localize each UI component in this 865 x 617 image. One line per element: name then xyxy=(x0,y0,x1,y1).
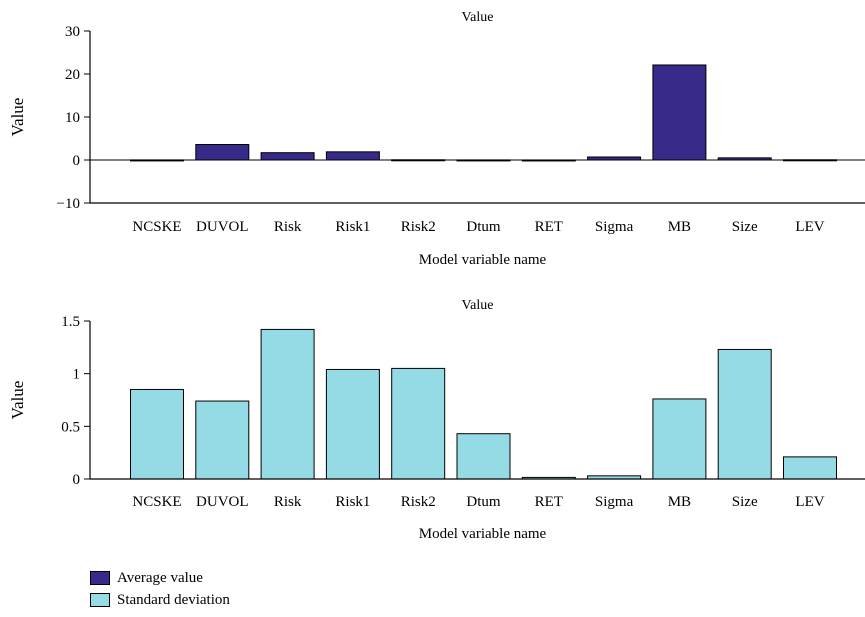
bottom-chart-title: Value xyxy=(462,298,494,313)
bottom-bar-duvol xyxy=(195,400,250,480)
top-xtick-label-ncske: NCSKE xyxy=(132,219,181,235)
bottom-bar-dtum xyxy=(456,433,511,480)
top-xtick-label-lev: LEV xyxy=(795,219,824,235)
top-ytick-label: −10 xyxy=(57,196,80,212)
legend-label-standard-deviation: Standard deviation xyxy=(117,591,230,608)
top-chart-title: Value xyxy=(462,10,494,25)
top-ytick-label: 0 xyxy=(73,153,81,169)
bottom-xtick-label-risk: Risk xyxy=(274,494,302,510)
bottom-y-axis-label: Value xyxy=(8,381,27,420)
legend-item-average-value: Average value xyxy=(90,567,230,589)
bottom-xtick-label-ncske: NCSKE xyxy=(132,494,181,510)
legend-label-average-value: Average value xyxy=(117,569,203,586)
bottom-ytick-label: 1 xyxy=(73,367,81,383)
legend: Average value Standard deviation xyxy=(90,567,230,611)
top-xtick-label-ret: RET xyxy=(535,219,563,235)
top-bar-duvol xyxy=(195,144,250,161)
bottom-xtick-label-lev: LEV xyxy=(795,494,824,510)
bottom-xtick-label-duvol: DUVOL xyxy=(196,494,249,510)
top-xtick-label-sigma: Sigma xyxy=(595,219,634,235)
bottom-xtick-label-risk2: Risk2 xyxy=(401,494,436,510)
bottom-bar-ncske xyxy=(130,388,184,480)
legend-swatch-average-value xyxy=(90,571,110,585)
top-bar-mb xyxy=(652,64,707,161)
top-ytick-label: 20 xyxy=(65,67,80,83)
bottom-bar-risk xyxy=(260,328,315,480)
top-ytick-label: 30 xyxy=(65,24,80,40)
top-xtick-label-risk: Risk xyxy=(274,219,302,235)
bottom-xtick-label-ret: RET xyxy=(535,494,563,510)
legend-item-standard-deviation: Standard deviation xyxy=(90,589,230,611)
top-bar-risk1 xyxy=(325,151,380,161)
top-xtick-label-duvol: DUVOL xyxy=(196,219,249,235)
bottom-ytick-label: 0 xyxy=(73,472,81,488)
bottom-xtick-label-dtum: Dtum xyxy=(466,494,501,510)
bottom-bar-risk2 xyxy=(391,367,446,480)
bottom-bar-lev xyxy=(783,456,837,480)
top-x-axis-label: Model variable name xyxy=(419,252,547,268)
top-y-axis-label: Value xyxy=(8,98,27,137)
bottom-xtick-label-risk1: Risk1 xyxy=(335,494,370,510)
bottom-xtick-label-sigma: Sigma xyxy=(595,494,634,510)
bottom-bar-size xyxy=(717,348,772,480)
bottom-bar-risk1 xyxy=(325,368,380,480)
top-xtick-label-risk1: Risk1 xyxy=(335,219,370,235)
top-xtick-label-size: Size xyxy=(732,219,758,235)
bottom-ytick-label: 0.5 xyxy=(61,419,80,435)
bottom-x-axis-label: Model variable name xyxy=(419,526,547,542)
bottom-xtick-label-size: Size xyxy=(732,494,758,510)
bottom-xtick-label-mb: MB xyxy=(668,494,691,510)
legend-swatch-standard-deviation xyxy=(90,593,110,607)
top-ytick-label: 10 xyxy=(65,110,80,126)
top-xtick-label-dtum: Dtum xyxy=(466,219,501,235)
top-xtick-label-mb: MB xyxy=(668,219,691,235)
top-xtick-label-risk2: Risk2 xyxy=(401,219,436,235)
top-bar-risk xyxy=(260,152,315,161)
bottom-bar-mb xyxy=(652,398,707,480)
bottom-ytick-label: 1.5 xyxy=(61,314,80,330)
